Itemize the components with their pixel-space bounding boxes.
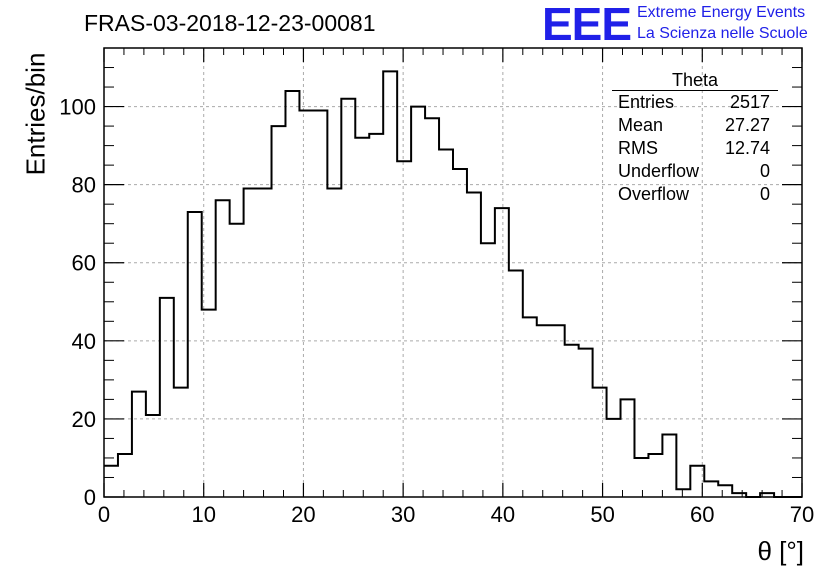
- stats-row-overflow: Overflow 0: [612, 183, 778, 206]
- histogram-bin: [244, 189, 258, 497]
- histogram-bin: [495, 208, 509, 497]
- stats-value: 2517: [729, 92, 770, 112]
- histogram-bin: [425, 118, 439, 497]
- histogram-bin: [704, 481, 718, 497]
- histogram-bin: [355, 138, 369, 497]
- histogram-bin: [327, 189, 341, 497]
- histogram-bin: [718, 485, 732, 497]
- histogram-outline: [104, 70, 802, 498]
- stats-title: Theta: [612, 70, 778, 91]
- stats-row-entries: Entries 2517: [612, 91, 778, 114]
- y-tick-label: 20: [72, 407, 96, 432]
- stats-row-underflow: Underflow 0: [612, 160, 778, 183]
- histogram-bin: [285, 91, 299, 497]
- x-tick-label: 70: [790, 502, 814, 527]
- histogram-bin: [383, 71, 397, 497]
- histogram-bin: [467, 192, 481, 497]
- histogram-bars: [104, 70, 802, 498]
- histogram-bin: [662, 435, 676, 497]
- histogram-bin: [481, 243, 495, 497]
- stats-value: 0: [759, 161, 770, 181]
- x-tick-label: 10: [191, 502, 215, 527]
- histogram-bin: [537, 325, 551, 497]
- y-axis-label: Entries/bin: [20, 52, 51, 176]
- y-tick-labels: 0 20 40 60 80 100: [59, 95, 96, 510]
- x-tick-labels: 0 10 20 30 40 50 60 70: [98, 502, 814, 527]
- histogram-bin: [676, 489, 690, 497]
- histogram-bin: [551, 325, 565, 497]
- y-tick-label: 0: [84, 485, 96, 510]
- stats-label: Underflow: [618, 161, 700, 181]
- histogram-bin: [509, 271, 523, 497]
- histogram-bin: [579, 349, 593, 497]
- stats-label: RMS: [618, 138, 658, 158]
- y-tick-label: 100: [59, 95, 96, 120]
- histogram-bin: [160, 298, 174, 497]
- histogram-bin: [104, 466, 118, 497]
- plot-frame: [103, 47, 803, 498]
- y-tick-label: 40: [72, 329, 96, 354]
- x-axis-label: θ [°]: [757, 536, 804, 566]
- histogram-bin: [146, 415, 160, 497]
- x-tick-label: 60: [690, 502, 714, 527]
- x-tick-label: 40: [491, 502, 515, 527]
- histogram-bin: [174, 388, 188, 497]
- histogram-bin: [369, 134, 383, 497]
- histogram-bin: [258, 189, 272, 497]
- histogram-bin: [439, 150, 453, 497]
- grid-lines: [104, 48, 802, 497]
- y-tick-label: 80: [72, 173, 96, 198]
- histogram-bin: [634, 458, 648, 497]
- stats-label: Overflow: [618, 184, 690, 204]
- histogram-bin: [648, 454, 662, 497]
- x-tick-label: 50: [590, 502, 614, 527]
- histogram-bin: [411, 107, 425, 497]
- logo-line-2: La Scienza nelle Scuole: [637, 25, 808, 42]
- histogram-bin: [132, 392, 146, 497]
- stats-value: 12.74: [724, 138, 770, 158]
- eee-logo-mark: EEE: [542, 0, 632, 50]
- histogram-bin: [523, 317, 537, 497]
- histogram-bin: [397, 161, 411, 497]
- stats-label: Mean: [618, 115, 664, 135]
- stats-row-rms: RMS 12.74: [612, 137, 778, 160]
- histogram-bin: [565, 345, 579, 497]
- histogram-bin: [621, 399, 635, 497]
- histogram-bin: [341, 99, 355, 497]
- stats-box: Theta Entries 2517 Mean 27.27 RMS 12.74 …: [612, 70, 778, 206]
- histogram-bin: [607, 419, 621, 497]
- stats-value: 27.27: [724, 115, 770, 135]
- histogram-bin: [216, 200, 230, 497]
- histogram-bin: [118, 454, 132, 497]
- logo-line-1: Extreme Energy Events: [637, 4, 806, 21]
- x-tick-label: 20: [291, 502, 315, 527]
- y-tick-label: 60: [72, 251, 96, 276]
- histogram-bin: [453, 169, 467, 497]
- x-tick-label: 0: [98, 502, 110, 527]
- histogram-bin: [188, 212, 202, 497]
- histogram-bin: [593, 388, 607, 497]
- stats-value: 0: [759, 184, 770, 204]
- histogram-bin: [230, 224, 244, 497]
- histogram-bin: [299, 110, 313, 497]
- stats-row-mean: Mean 27.27: [612, 114, 778, 137]
- x-tick-label: 30: [391, 502, 415, 527]
- chart-title: FRAS-03-2018-12-23-00081: [84, 10, 376, 36]
- stats-label: Entries: [618, 92, 675, 112]
- histogram-bin: [272, 126, 286, 497]
- histogram-bin: [313, 110, 327, 497]
